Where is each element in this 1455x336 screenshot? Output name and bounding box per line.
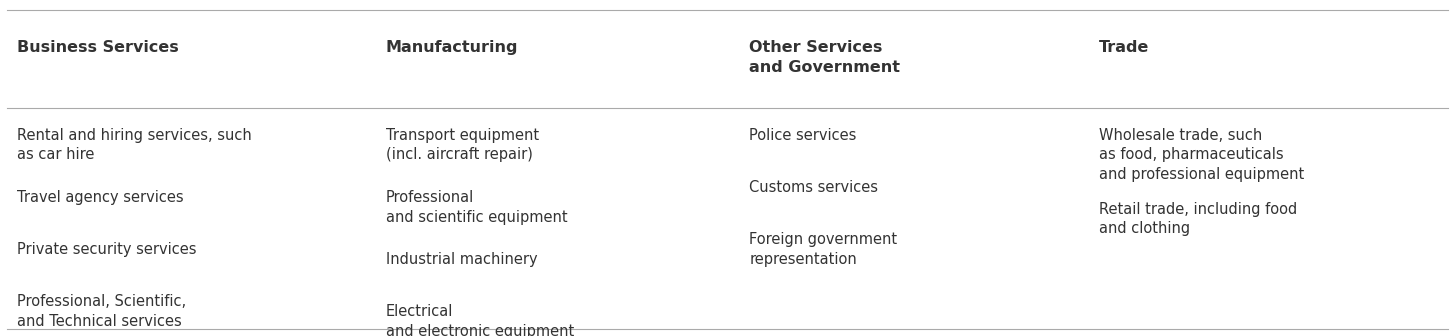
Text: Manufacturing: Manufacturing (386, 40, 518, 55)
Text: Other Services
and Government: Other Services and Government (749, 40, 901, 75)
Text: Professional
and scientific equipment: Professional and scientific equipment (386, 190, 567, 225)
Text: Trade: Trade (1099, 40, 1149, 55)
Text: Business Services: Business Services (17, 40, 179, 55)
Text: Transport equipment
(incl. aircraft repair): Transport equipment (incl. aircraft repa… (386, 128, 538, 163)
Text: Professional, Scientific,
and Technical services: Professional, Scientific, and Technical … (17, 294, 186, 329)
Text: Wholesale trade, such
as food, pharmaceuticals
and professional equipment: Wholesale trade, such as food, pharmaceu… (1099, 128, 1304, 182)
Text: Rental and hiring services, such
as car hire: Rental and hiring services, such as car … (17, 128, 252, 163)
Text: Police services: Police services (749, 128, 857, 143)
Text: Customs services: Customs services (749, 180, 879, 195)
Text: Private security services: Private security services (17, 242, 196, 257)
Text: Electrical
and electronic equipment: Electrical and electronic equipment (386, 304, 573, 336)
Text: Industrial machinery: Industrial machinery (386, 252, 537, 267)
Text: Retail trade, including food
and clothing: Retail trade, including food and clothin… (1099, 202, 1296, 237)
Text: Travel agency services: Travel agency services (17, 190, 185, 205)
Text: Foreign government
representation: Foreign government representation (749, 232, 898, 267)
